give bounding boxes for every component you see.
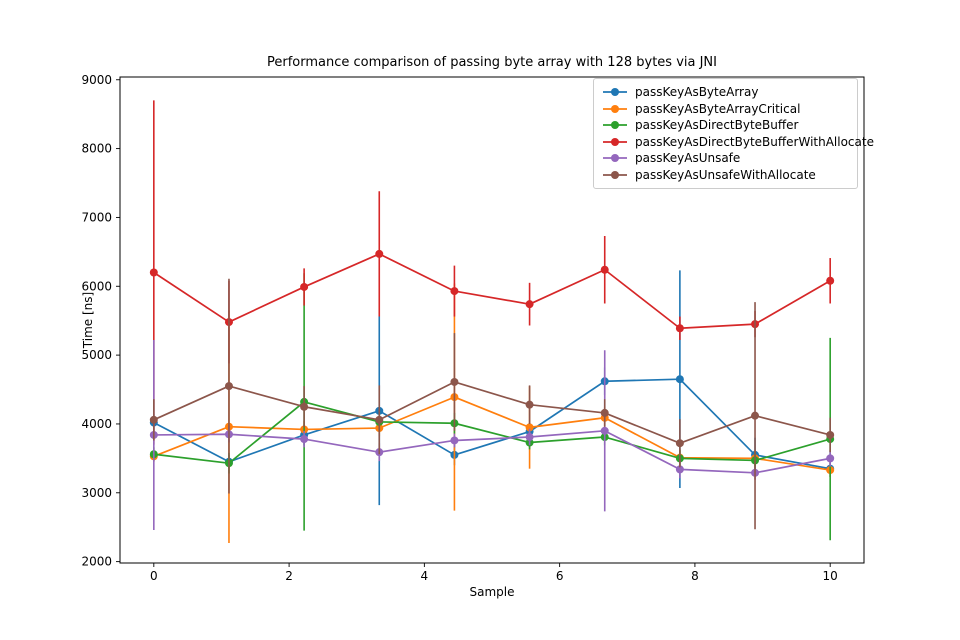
y-tick-label: 8000 <box>81 142 112 156</box>
data-point <box>675 439 684 448</box>
y-tick-label: 4000 <box>81 417 112 431</box>
series-passKeyAsDirectByteBufferWithAllocate <box>149 100 835 445</box>
data-point <box>224 382 233 391</box>
data-point <box>600 426 609 435</box>
legend-label: passKeyAsByteArrayCritical <box>635 101 801 116</box>
data-point <box>675 375 684 384</box>
data-point <box>826 454 835 463</box>
chart-title: Performance comparison of passing byte a… <box>266 55 717 70</box>
series-line <box>153 396 831 471</box>
data-point <box>450 287 459 296</box>
series-line <box>153 401 831 465</box>
legend-line-marker-icon <box>603 104 627 113</box>
legend-label: passKeyAsUnsafeWithAllocate <box>635 167 816 182</box>
x-tick-label: 8 <box>691 569 699 583</box>
y-tick-label: 7000 <box>81 210 112 224</box>
y-axis-label: Time [ns] <box>81 291 95 349</box>
y-tick-label: 3000 <box>81 486 112 500</box>
x-tick-label: 10 <box>823 569 838 583</box>
x-axis-label: Sample <box>469 585 515 599</box>
data-point <box>450 436 459 445</box>
series-line <box>153 378 831 470</box>
legend-item: passKeyAsByteArray <box>602 84 849 101</box>
x-tick-label: 6 <box>556 569 564 583</box>
series-line <box>153 429 831 474</box>
series-line <box>153 253 831 330</box>
legend: passKeyAsByteArray passKeyAsByteArrayCri… <box>593 78 874 189</box>
data-point <box>600 408 609 417</box>
legend-line-marker-icon <box>603 88 627 97</box>
data-point <box>675 324 684 333</box>
legend-item: passKeyAsUnsafe <box>602 150 849 167</box>
plot-border <box>119 76 865 564</box>
legend-label: passKeyAsByteArray <box>635 85 759 100</box>
y-tick-label: 2000 <box>81 555 112 569</box>
legend-label: passKeyAsUnsafe <box>635 151 741 166</box>
legend-line-marker-icon <box>603 137 627 146</box>
series-passKeyAsUnsafeWithAllocate <box>149 278 835 530</box>
x-tick-label: 2 <box>285 569 293 583</box>
data-point <box>375 249 384 258</box>
data-point <box>149 415 158 424</box>
data-point <box>525 400 534 409</box>
legend-line-marker-icon <box>603 170 627 179</box>
data-point <box>525 300 534 309</box>
data-point <box>149 268 158 277</box>
data-point <box>525 423 534 432</box>
data-point <box>300 435 309 444</box>
legend-item: passKeyAsByteArrayCritical <box>602 101 849 118</box>
data-point <box>600 265 609 274</box>
legend-item: passKeyAsUnsafeWithAllocate <box>602 167 849 184</box>
legend-item: passKeyAsDirectByteBufferWithAllocate <box>602 134 874 151</box>
data-point <box>300 282 309 291</box>
data-point <box>751 411 760 420</box>
data-point <box>525 433 534 442</box>
data-point <box>450 377 459 386</box>
data-point <box>826 430 835 439</box>
data-point <box>300 402 309 411</box>
y-tick-label: 5000 <box>81 348 112 362</box>
legend-label: passKeyAsDirectByteBufferWithAllocate <box>635 134 874 149</box>
data-point <box>826 276 835 285</box>
data-point <box>675 465 684 474</box>
data-point <box>375 415 384 424</box>
legend-line-marker-icon <box>603 121 627 130</box>
legend-item: passKeyAsDirectByteBuffer <box>602 117 849 134</box>
y-tick-label: 6000 <box>81 279 112 293</box>
y-tick-label: 9000 <box>81 73 112 87</box>
legend-label: passKeyAsDirectByteBuffer <box>635 118 799 133</box>
x-tick-label: 4 <box>421 569 429 583</box>
series-line <box>153 381 831 445</box>
legend-line-marker-icon <box>603 154 627 163</box>
x-tick-label: 0 <box>150 569 158 583</box>
